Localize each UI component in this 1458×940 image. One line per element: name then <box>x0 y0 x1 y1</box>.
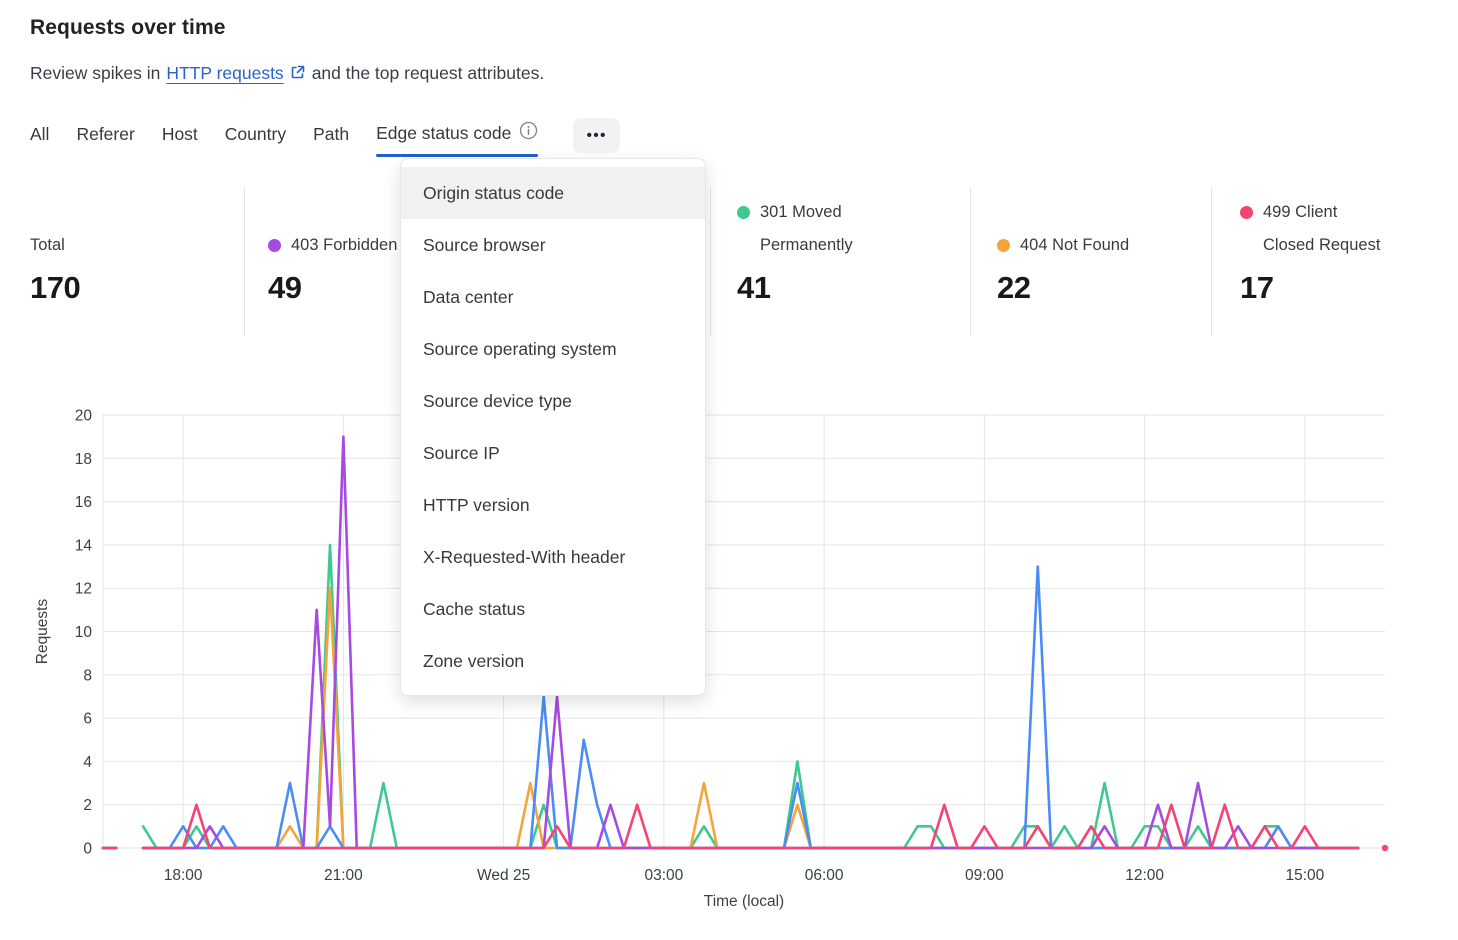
tab-host[interactable]: Host <box>162 124 198 157</box>
x-tick-label: 21:00 <box>324 867 363 884</box>
stat-label-line: 499 Client <box>1263 203 1338 221</box>
stat-divider <box>970 188 971 336</box>
http-requests-link[interactable]: HTTP requests <box>166 63 284 83</box>
y-axis-label: Requests <box>34 599 51 665</box>
legend-dot <box>1240 206 1253 219</box>
info-icon[interactable] <box>519 121 538 145</box>
stat-value: 22 <box>997 270 1031 305</box>
y-tick-label: 18 <box>75 451 92 468</box>
stat-label-line: Closed Request <box>1263 236 1381 254</box>
menu-item-source-browser[interactable]: Source browser <box>423 235 546 255</box>
y-tick-label: 16 <box>75 494 92 511</box>
subtitle-suffix: and the top request attributes. <box>311 63 545 83</box>
tab-label: All <box>30 124 50 144</box>
attribute-tabs: All Referer Host Country Path Edge status cod… <box>30 118 621 157</box>
series-line <box>141 803 1360 850</box>
page-title: Requests over time <box>30 16 226 39</box>
tab-all[interactable]: All <box>30 124 49 157</box>
x-tick-label: 03:00 <box>644 867 683 884</box>
legend-dot <box>997 239 1010 252</box>
external-link-icon <box>290 64 306 85</box>
stat-total: Total 170 <box>30 196 81 306</box>
menu-item-source-ip[interactable]: Source IP <box>423 443 500 463</box>
series-line <box>141 565 1360 850</box>
more-attributes-button[interactable]: ••• <box>573 118 621 153</box>
stat-value: 17 <box>1240 270 1274 305</box>
x-axis-label: Time (local) <box>704 893 784 910</box>
tab-referer[interactable]: Referer <box>76 124 134 157</box>
page-subtitle: Review spikes in HTTP requests and the t… <box>30 62 544 85</box>
y-tick-label: 4 <box>83 754 92 771</box>
stat-divider <box>1211 188 1212 336</box>
stat-label-line: Total <box>30 236 65 254</box>
x-tick-label: 09:00 <box>965 867 1004 884</box>
subtitle-prefix: Review spikes in <box>30 63 161 83</box>
stat-value: 41 <box>737 270 771 305</box>
x-tick-label: 18:00 <box>164 867 203 884</box>
y-tick-label: 12 <box>75 581 92 598</box>
stat-label-line: 301 Moved <box>760 203 842 221</box>
tab-path[interactable]: Path <box>313 124 349 157</box>
x-tick-label: 15:00 <box>1285 867 1324 884</box>
x-tick-label: Wed 25 <box>477 867 530 884</box>
tab-label: Edge status code <box>376 122 512 143</box>
x-tick-label: 12:00 <box>1125 867 1164 884</box>
menu-item-zone-version[interactable]: Zone version <box>423 651 525 671</box>
stat-value: 170 <box>30 270 81 305</box>
y-tick-label: 6 <box>83 711 92 728</box>
stat-value: 49 <box>268 270 302 305</box>
y-tick-label: 0 <box>83 841 92 858</box>
tab-label: Referer <box>76 124 135 144</box>
y-tick-label: 20 <box>75 408 93 425</box>
y-tick-label: 10 <box>75 624 93 641</box>
x-tick-label: 06:00 <box>805 867 844 884</box>
stat-divider <box>710 188 711 336</box>
attribute-dropdown-menu: Origin status code Source browser Data cen… <box>400 158 706 696</box>
menu-item-source-operating-system[interactable]: Source operating system <box>423 339 617 359</box>
stat-499-client-closed-request[interactable]: 499 Client Closed Request 17 <box>1240 196 1380 306</box>
stat-label-line: 404 Not Found <box>1020 236 1130 254</box>
stat-301-moved-permanently[interactable]: 301 Moved Permanently 41 <box>737 196 853 306</box>
legend-dot <box>268 239 281 252</box>
menu-item-origin-status-code[interactable]: Origin status code <box>401 167 705 219</box>
menu-item-x-requested-with-header[interactable]: X-Requested-With header <box>423 547 626 567</box>
stat-label-line: 403 Forbidden <box>291 236 398 254</box>
tab-edge-status-code[interactable]: Edge status code <box>376 121 539 157</box>
menu-item-data-center[interactable]: Data center <box>423 287 514 307</box>
y-tick-label: 8 <box>83 667 92 684</box>
stat-label-line: Permanently <box>760 236 853 254</box>
series-end-dot <box>1381 844 1389 852</box>
menu-item-http-version[interactable]: HTTP version <box>423 495 530 515</box>
stat-divider <box>244 188 245 336</box>
stat-403-forbidden[interactable]: 403 Forbidden 49 <box>268 196 397 306</box>
menu-item-source-device-type[interactable]: Source device type <box>423 391 572 411</box>
legend-dot <box>737 206 750 219</box>
requests-over-time-chart: 0 2 4 6 8 10 12 14 16 18 20 18:00 21:00 Wed 25 03:00 06… <box>34 408 1389 910</box>
tab-country[interactable]: Country <box>225 124 286 157</box>
tab-label: Host <box>161 124 198 144</box>
y-tick-label: 2 <box>83 797 92 814</box>
stat-404-not-found[interactable]: 404 Not Found 22 <box>997 196 1129 306</box>
tab-label: Path <box>313 124 350 144</box>
y-tick-label: 14 <box>75 537 93 554</box>
tab-label: Country <box>224 124 287 144</box>
menu-item-cache-status[interactable]: Cache status <box>423 599 526 619</box>
